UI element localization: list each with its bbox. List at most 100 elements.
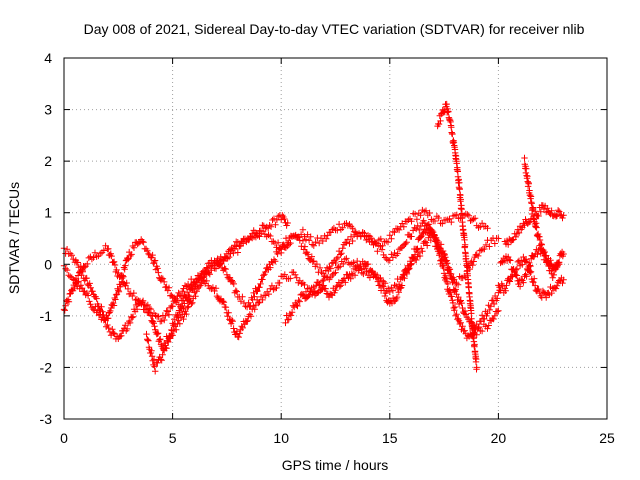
data-point xyxy=(306,291,313,299)
data-point xyxy=(139,238,146,245)
data-point xyxy=(151,258,158,266)
data-point xyxy=(332,269,339,276)
plot-frame xyxy=(63,57,608,420)
data-point xyxy=(494,295,501,302)
data-point xyxy=(439,220,446,227)
data-point xyxy=(384,238,392,246)
data-point xyxy=(262,292,269,299)
data-point xyxy=(496,284,503,291)
data-point xyxy=(435,214,442,222)
data-point xyxy=(100,317,107,324)
data-point xyxy=(305,237,313,244)
data-point xyxy=(482,241,490,249)
data-point xyxy=(285,316,292,323)
data-point xyxy=(393,293,401,301)
data-point xyxy=(464,211,471,218)
data-point xyxy=(149,318,156,326)
data-point xyxy=(544,205,551,212)
data-point xyxy=(224,255,231,262)
data-point xyxy=(461,236,468,244)
data-point xyxy=(293,301,300,309)
data-point xyxy=(452,286,459,293)
data-point xyxy=(149,251,156,259)
data-point xyxy=(473,355,480,363)
data-point xyxy=(95,312,103,319)
data-point xyxy=(154,330,162,337)
data-point xyxy=(149,357,156,364)
data-point xyxy=(322,285,329,292)
data-point xyxy=(395,289,402,296)
data-point xyxy=(534,251,541,258)
data-point xyxy=(145,337,152,344)
data-point xyxy=(422,229,429,236)
data-point xyxy=(416,226,423,234)
data-point xyxy=(512,233,519,241)
data-point xyxy=(523,273,530,280)
data-point xyxy=(105,245,112,252)
data-point xyxy=(74,259,81,266)
data-point xyxy=(426,209,433,217)
y-axis-label: SDTVAR / TECUs xyxy=(6,182,22,294)
data-point xyxy=(272,258,279,265)
x-axis-label: GPS time / hours xyxy=(282,457,389,473)
data-point xyxy=(257,280,264,288)
data-point xyxy=(295,297,302,304)
data-point xyxy=(138,299,145,307)
data-point xyxy=(247,313,255,320)
data-point xyxy=(335,264,342,271)
data-point xyxy=(386,232,393,239)
data-point xyxy=(215,262,223,269)
data-point xyxy=(127,252,134,260)
data-point xyxy=(155,313,162,320)
data-point xyxy=(309,241,316,248)
data-point xyxy=(62,265,69,272)
x-tick-label: 5 xyxy=(169,430,177,446)
data-point xyxy=(528,200,535,207)
data-point xyxy=(374,278,382,285)
data-point xyxy=(171,321,179,328)
y-tick-label: 2 xyxy=(44,153,52,169)
data-point xyxy=(408,218,415,225)
data-point xyxy=(104,321,111,329)
data-point xyxy=(243,318,250,325)
data-point xyxy=(94,307,101,314)
data-point xyxy=(436,250,443,257)
data-point xyxy=(151,363,158,370)
data-point xyxy=(456,298,464,305)
data-point xyxy=(398,282,406,289)
data-point xyxy=(205,269,212,277)
data-point xyxy=(459,323,466,330)
data-point xyxy=(552,285,560,292)
data-point xyxy=(228,277,235,284)
data-point xyxy=(374,248,381,255)
data-point xyxy=(547,267,555,274)
data-point xyxy=(491,312,498,319)
data-point xyxy=(400,223,407,230)
data-point xyxy=(318,268,325,276)
data-point xyxy=(259,276,266,283)
data-point xyxy=(554,207,562,214)
data-point xyxy=(382,289,389,297)
data-point xyxy=(484,325,491,332)
data-point xyxy=(183,310,190,318)
data-point xyxy=(188,300,195,308)
data-point xyxy=(221,265,228,272)
data-point xyxy=(107,307,114,315)
data-point xyxy=(222,265,229,273)
data-point xyxy=(260,272,267,279)
data-point xyxy=(164,308,171,315)
data-point xyxy=(371,270,378,278)
data-point xyxy=(68,252,75,259)
data-point xyxy=(559,279,566,287)
data-point xyxy=(270,238,277,245)
data-point xyxy=(332,259,339,267)
data-point xyxy=(133,306,141,313)
data-point xyxy=(312,238,319,246)
data-point xyxy=(457,319,464,326)
data-point xyxy=(338,250,345,257)
data-point xyxy=(417,233,424,241)
data-point xyxy=(327,265,334,272)
data-point xyxy=(135,239,142,247)
data-point xyxy=(334,227,341,234)
